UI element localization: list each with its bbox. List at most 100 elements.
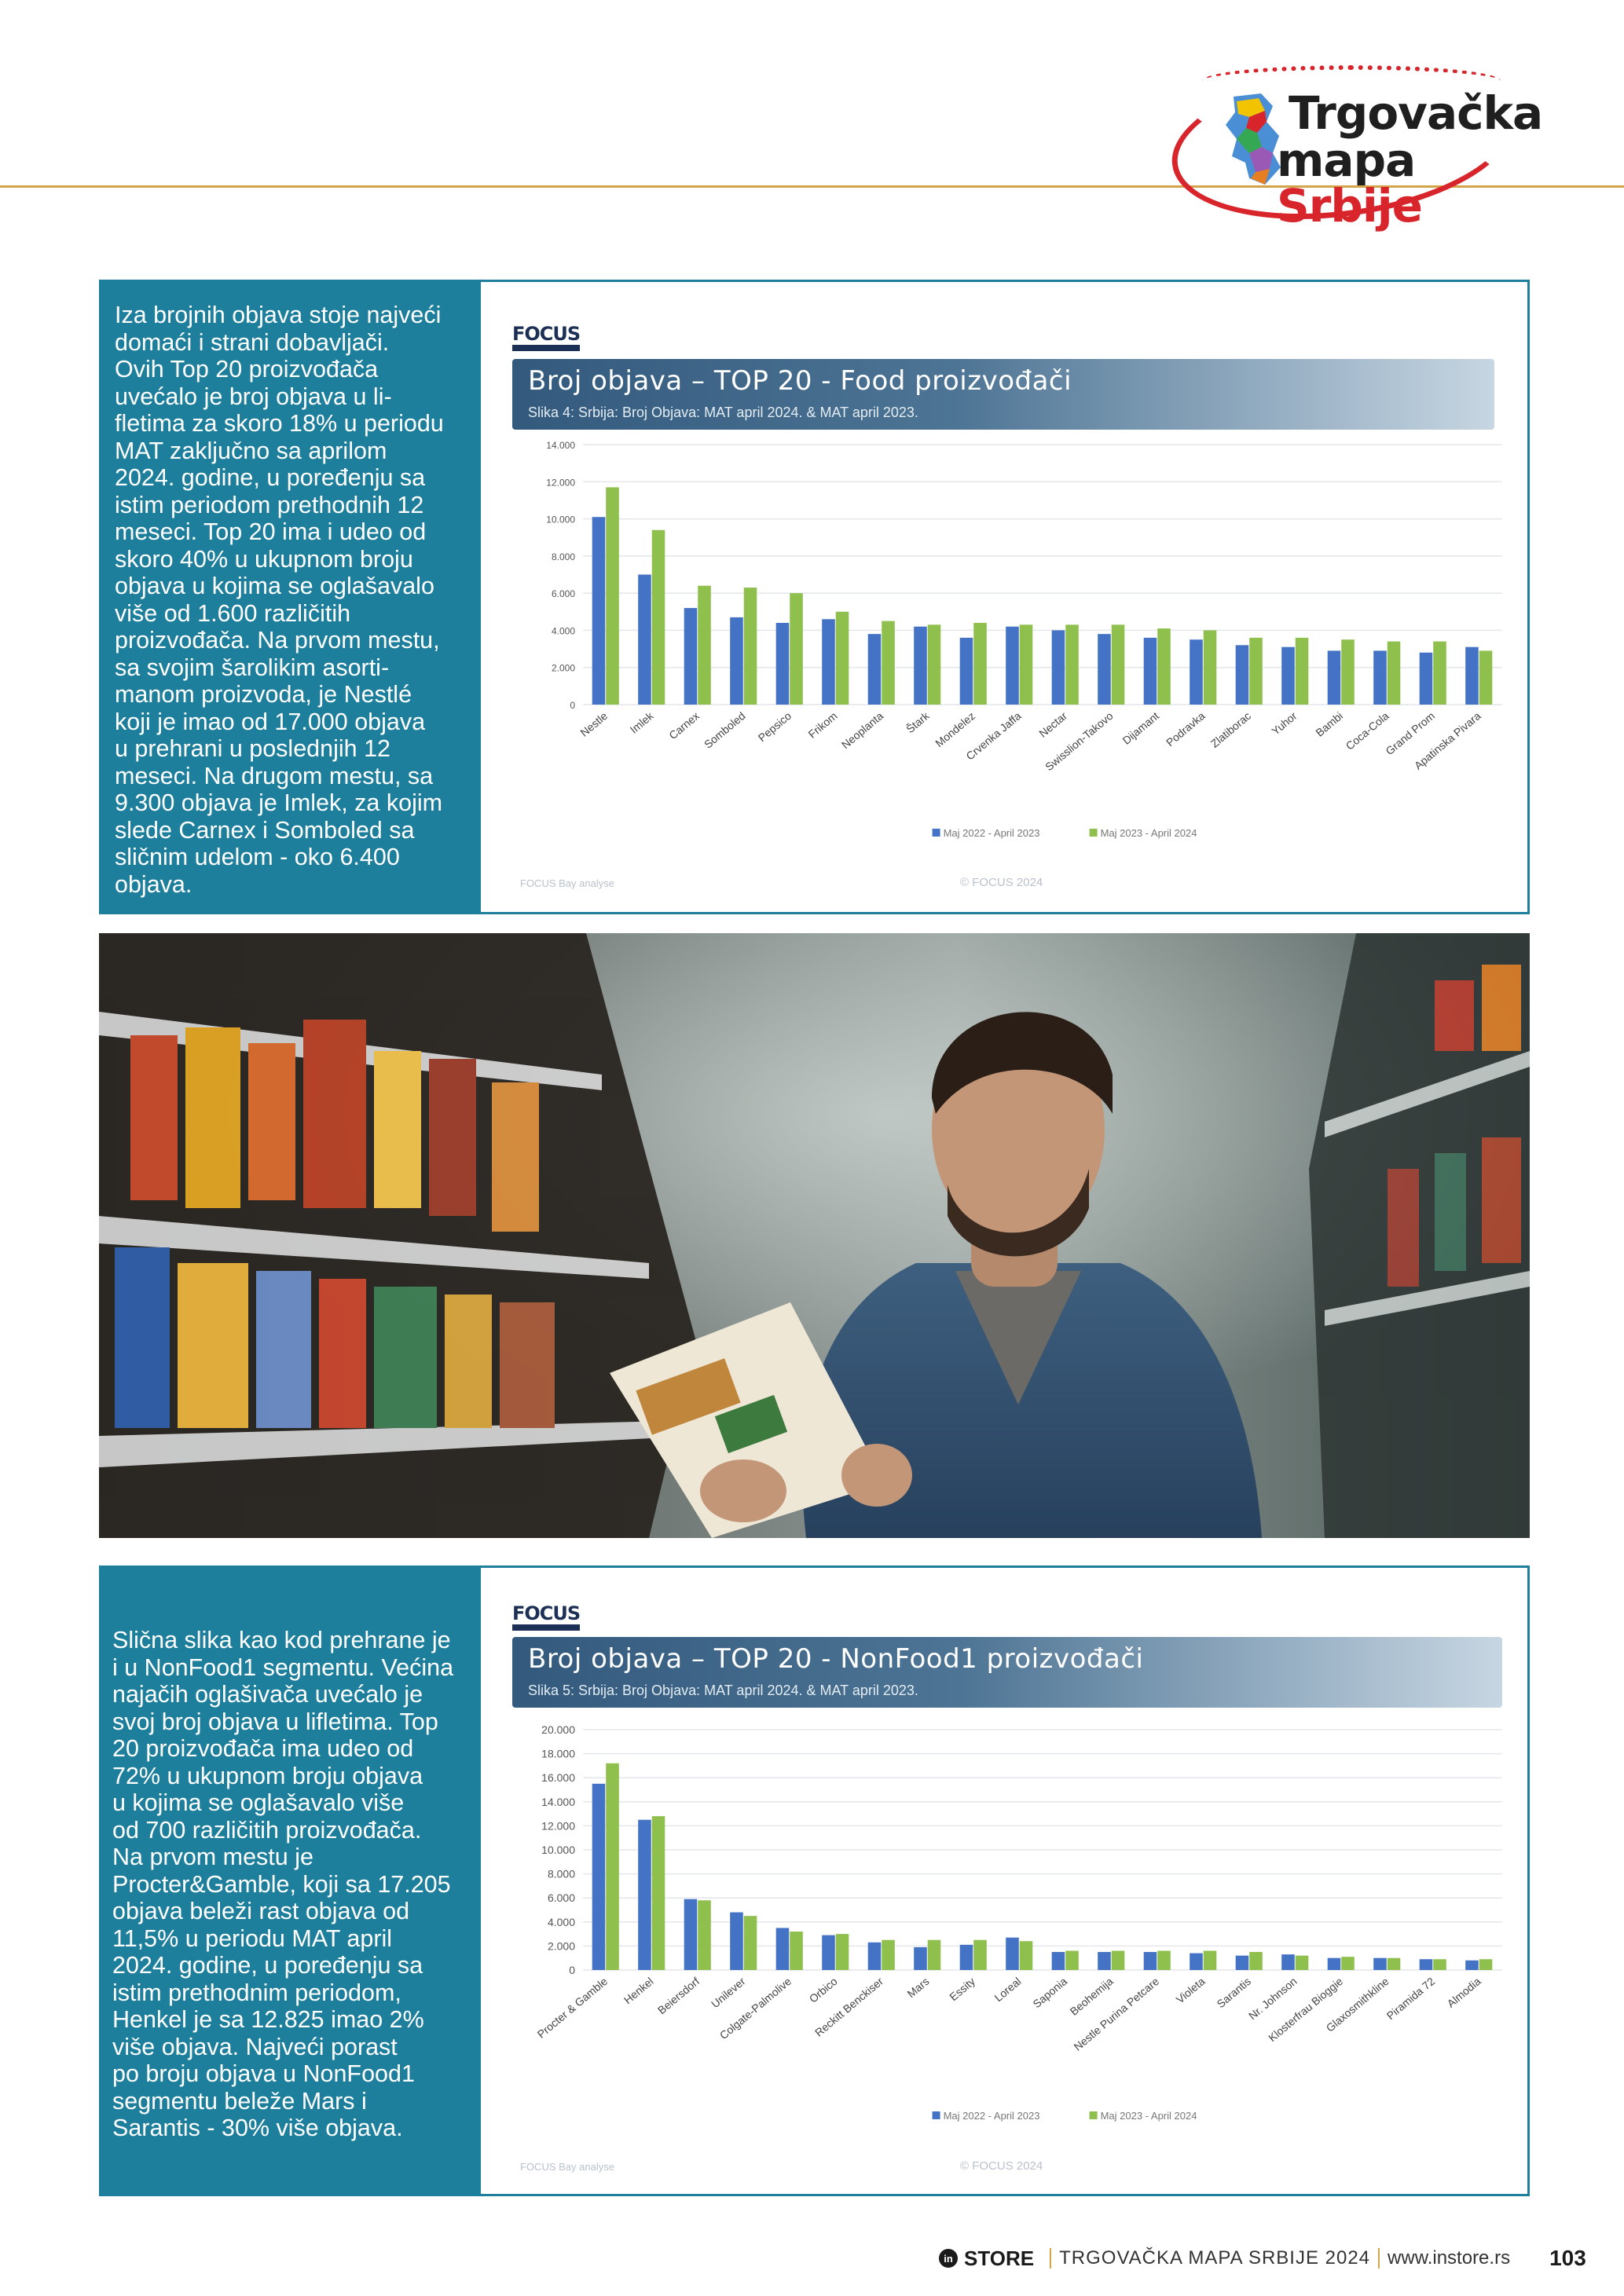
legend-swatch	[932, 2111, 940, 2119]
page-footer: in STORE TRGOVAČKA MAPA SRBIJE 2024 www.…	[939, 2243, 1586, 2274]
bar	[1419, 652, 1433, 705]
y-tick-label: 8.000	[552, 551, 575, 562]
man-reading-flyer-image	[99, 933, 1530, 1538]
bar	[1006, 1937, 1019, 1970]
bar	[927, 1939, 941, 1970]
legend-swatch	[932, 829, 940, 837]
footer-url[interactable]: www.instore.rs	[1388, 2247, 1511, 2269]
x-tick-label: Essity	[947, 1975, 977, 2003]
chart1-subtitle: Slika 4: Srbija: Broj Objava: MAT april …	[528, 405, 918, 420]
logo-dotted-arc	[1202, 65, 1501, 97]
bar	[1327, 1957, 1341, 1970]
x-tick-label: Nestle	[577, 709, 610, 739]
bar	[1051, 630, 1065, 705]
bar	[882, 621, 895, 705]
chart1-focus-logo: FOCUS	[512, 323, 583, 351]
bar	[1295, 637, 1309, 705]
header-rule	[0, 185, 1624, 188]
logo-word-trgovacka: Trgovačka	[1289, 86, 1543, 140]
bar	[1019, 1941, 1033, 1970]
bar	[1465, 646, 1479, 705]
bar	[1143, 637, 1157, 705]
x-tick-label: Mars	[904, 1975, 931, 2000]
chart1-frame: FOCUS Broj objava – TOP 20 - Food proizv…	[481, 280, 1530, 914]
bar	[638, 1819, 651, 1970]
y-tick-label: 12.000	[541, 1819, 575, 1832]
bar	[867, 1942, 882, 1970]
x-tick-label: Štark	[904, 709, 932, 735]
bar	[1006, 626, 1019, 705]
bar	[1203, 630, 1217, 705]
bar	[790, 593, 803, 705]
x-tick-label: Coca-Cola	[1344, 709, 1391, 753]
legend-label: Maj 2022 - April 2023	[944, 827, 1040, 839]
x-tick-label: Violeta	[1174, 1975, 1208, 2006]
x-tick-label: Zlatiborac	[1208, 709, 1253, 750]
bar	[1465, 1960, 1479, 1970]
chart1-banner: Broj objava – TOP 20 - Food proizvođači …	[512, 359, 1494, 430]
bar	[684, 1899, 698, 1970]
bar	[1327, 650, 1341, 705]
y-tick-label: 8.000	[548, 1868, 575, 1880]
bar	[775, 1928, 790, 1970]
x-tick-label: Saponia	[1030, 1975, 1069, 2010]
bar	[1098, 634, 1111, 705]
y-tick-label: 16.000	[541, 1771, 575, 1784]
legend-label: Maj 2022 - April 2023	[944, 2110, 1040, 2122]
bar	[1065, 624, 1079, 705]
chart1-footer-center: © FOCUS 2024	[960, 876, 1043, 889]
instore-brand-icon: in	[939, 2249, 958, 2268]
bar	[1019, 624, 1033, 705]
chart1-focus-bar	[512, 345, 580, 351]
bar	[1341, 1957, 1355, 1970]
x-tick-label: Imlek	[628, 709, 657, 735]
chart2-frame: FOCUS Broj objava – TOP 20 - NonFood1 pr…	[481, 1565, 1530, 2196]
legend-label: Maj 2023 - April 2024	[1101, 2110, 1197, 2122]
bar	[914, 626, 927, 705]
chart1-title: Broj objava – TOP 20 - Food proizvođači	[528, 365, 1072, 397]
logo-word-mapa: mapa	[1277, 134, 1416, 187]
section2-text: Slična slika kao kod prehrane je i u Non…	[112, 1627, 454, 2141]
chart2-focus-logo: FOCUS	[512, 1602, 583, 1631]
bar	[592, 1783, 606, 1970]
chart2-footer-left: FOCUS Bay analyse	[520, 2161, 614, 2173]
bar	[835, 1934, 849, 1970]
section1-text: Iza brojnih objava stoje najveći domaći …	[115, 302, 444, 898]
bar	[1111, 624, 1125, 705]
footer-publication: TRGOVAČKA MAPA SRBIJE 2024	[1059, 2247, 1371, 2269]
bar	[822, 619, 835, 705]
legend-label: Maj 2023 - April 2024	[1101, 827, 1197, 839]
chart2-focus-word: FOCUS	[512, 1602, 581, 1624]
x-tick-label: Neoplanta	[839, 709, 885, 751]
y-tick-label: 4.000	[552, 625, 575, 636]
bar	[592, 517, 606, 705]
y-tick-label: 10.000	[546, 514, 575, 525]
bar	[1098, 1952, 1111, 1970]
chart2-footer-center: © FOCUS 2024	[960, 2159, 1043, 2173]
chart2-banner: Broj objava – TOP 20 - NonFood1 proizvođ…	[512, 1637, 1502, 1708]
bar	[1157, 1950, 1171, 1970]
bar	[606, 1763, 619, 1970]
y-tick-label: 6.000	[552, 588, 575, 599]
bar	[1433, 1959, 1446, 1970]
bar	[1190, 639, 1203, 705]
bar	[1295, 1955, 1309, 1970]
x-tick-label: Nectar	[1036, 709, 1069, 740]
bar	[638, 574, 651, 705]
bar	[1373, 650, 1387, 705]
footer-separator	[1050, 2248, 1052, 2269]
y-tick-label: 18.000	[541, 1748, 575, 1760]
x-tick-label: Henkel	[621, 1975, 656, 2006]
bar	[1203, 1950, 1217, 1970]
logo-word-mapa-srbije: mapa Srbije	[1277, 137, 1540, 229]
x-tick-label: Unilever	[709, 1975, 748, 2010]
serbia-map-icon	[1226, 93, 1281, 185]
bar	[1387, 1957, 1401, 1970]
bar	[927, 624, 941, 705]
bar	[1341, 639, 1355, 705]
x-tick-label: Podravka	[1164, 709, 1208, 749]
bar	[1143, 1952, 1157, 1970]
y-tick-label: 0	[570, 700, 575, 711]
trgovacka-mapa-logo: Trgovačka mapa Srbije	[1161, 43, 1543, 240]
bar	[790, 1932, 803, 1970]
